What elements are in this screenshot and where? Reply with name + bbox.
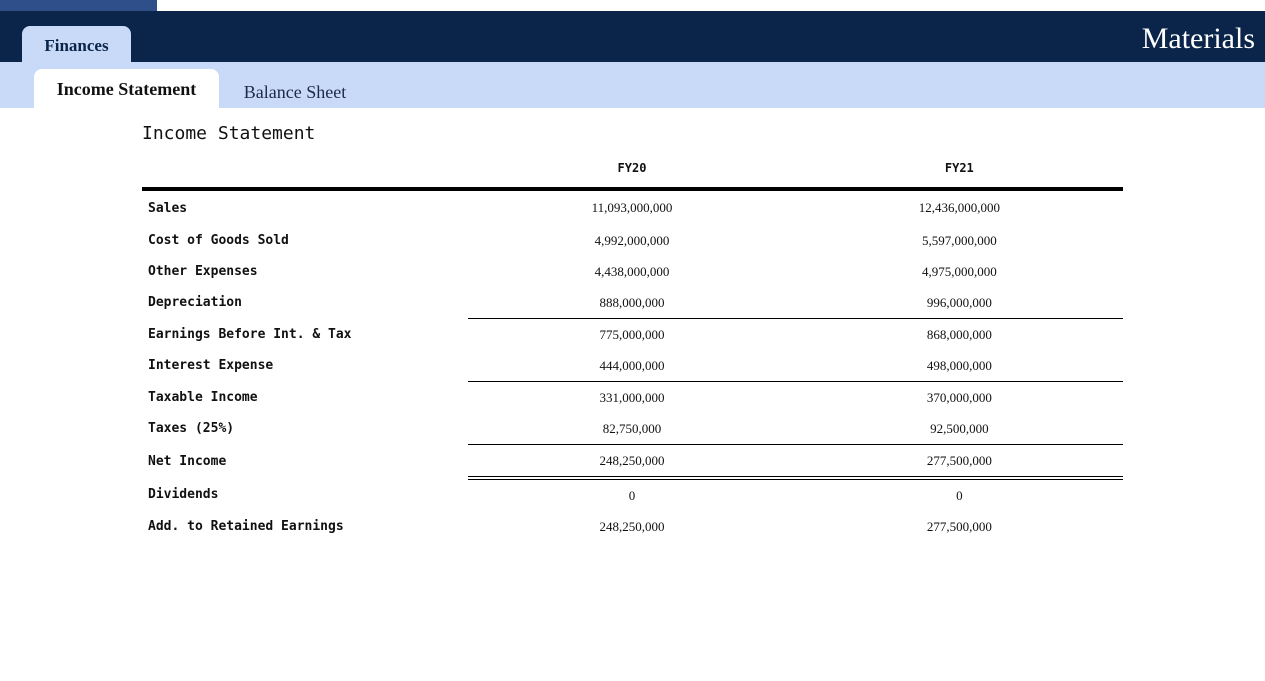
app-header: Finances Materials <box>0 11 1265 62</box>
value-fy20: 4,992,000,000 <box>594 232 670 248</box>
value-fy21: 370,000,000 <box>795 381 1123 413</box>
value-fy21: 498,000,000 <box>926 357 992 373</box>
value-fy20: 444,000,000 <box>599 357 665 373</box>
row-label: Sales <box>148 200 188 216</box>
row-dividends: Dividends 0 0 <box>142 476 1123 511</box>
header-label-cell <box>142 149 469 191</box>
value-fy21: 4,975,000,000 <box>921 263 997 279</box>
section-title: Income Statement <box>142 123 316 144</box>
row-label: Other Expenses <box>148 264 258 279</box>
value-fy20: 0 <box>468 476 796 511</box>
row-other-expenses: Other Expenses 4,438,000,000 4,975,000,0… <box>142 256 1123 287</box>
table-header-row: FY20 FY21 <box>142 149 1123 191</box>
row-label: Taxes (25%) <box>148 421 235 437</box>
value-fy21: 868,000,000 <box>795 318 1123 350</box>
value-fy20: 248,250,000 <box>468 444 796 478</box>
value-fy20: 82,750,000 <box>602 420 662 436</box>
column-header-fy20: FY20 <box>468 149 796 191</box>
row-taxable-income: Taxable Income 331,000,000 370,000,000 <box>142 381 1123 413</box>
top-strip-accent <box>0 0 157 11</box>
income-statement-panel: Income Statement FY20 FY21 Sales 11,093,… <box>142 108 1123 542</box>
value-fy20: 248,250,000 <box>599 518 665 534</box>
tab-finances[interactable]: Finances <box>22 26 131 62</box>
row-ebit: Earnings Before Int. & Tax 775,000,000 8… <box>142 318 1123 350</box>
row-label: Cost of Goods Sold <box>148 233 289 248</box>
value-fy20: 331,000,000 <box>468 381 796 413</box>
row-taxes: Taxes (25%) 82,750,000 92,500,000 <box>142 413 1123 445</box>
value-fy21: 0 <box>795 476 1123 511</box>
value-fy20: 775,000,000 <box>468 318 796 350</box>
row-sales: Sales 11,093,000,000 12,436,000,000 <box>142 189 1123 225</box>
value-fy21: 277,500,000 <box>795 444 1123 478</box>
top-strip <box>0 0 1265 11</box>
value-fy20: 11,093,000,000 <box>591 200 673 215</box>
sub-tab-bar: Income Statement Balance Sheet <box>0 62 1265 108</box>
row-label: Interest Expense <box>148 358 274 374</box>
tab-income-statement[interactable]: Income Statement <box>34 69 219 108</box>
row-cost-of-goods-sold: Cost of Goods Sold 4,992,000,000 5,597,0… <box>142 225 1123 256</box>
row-interest-expense: Interest Expense 444,000,000 498,000,000 <box>142 350 1123 382</box>
value-fy21: 12,436,000,000 <box>918 200 1000 215</box>
row-label: Earnings Before Int. & Tax <box>148 326 352 342</box>
row-net-income: Net Income 248,250,000 277,500,000 <box>142 444 1123 478</box>
row-label: Depreciation <box>148 295 242 311</box>
value-fy21: 5,597,000,000 <box>921 232 997 248</box>
row-label: Taxable Income <box>148 389 258 405</box>
value-fy20: 4,438,000,000 <box>594 263 670 279</box>
income-statement-table: FY20 FY21 Sales 11,093,000,000 12,436,00… <box>142 149 1123 542</box>
value-fy21: 277,500,000 <box>926 518 992 534</box>
value-fy21: 92,500,000 <box>930 420 989 436</box>
row-label: Net Income <box>148 453 227 469</box>
row-label: Dividends <box>148 487 219 502</box>
tab-balance-sheet[interactable]: Balance Sheet <box>243 82 347 102</box>
row-depreciation: Depreciation 888,000,000 996,000,000 <box>142 287 1123 319</box>
app-title: Materials <box>1141 22 1255 55</box>
column-header-fy21: FY21 <box>795 149 1123 191</box>
value-fy21: 996,000,000 <box>926 294 992 310</box>
row-add-to-retained-earnings: Add. to Retained Earnings 248,250,000 27… <box>142 511 1123 542</box>
value-fy20: 888,000,000 <box>599 294 665 310</box>
row-label: Add. to Retained Earnings <box>148 519 344 534</box>
